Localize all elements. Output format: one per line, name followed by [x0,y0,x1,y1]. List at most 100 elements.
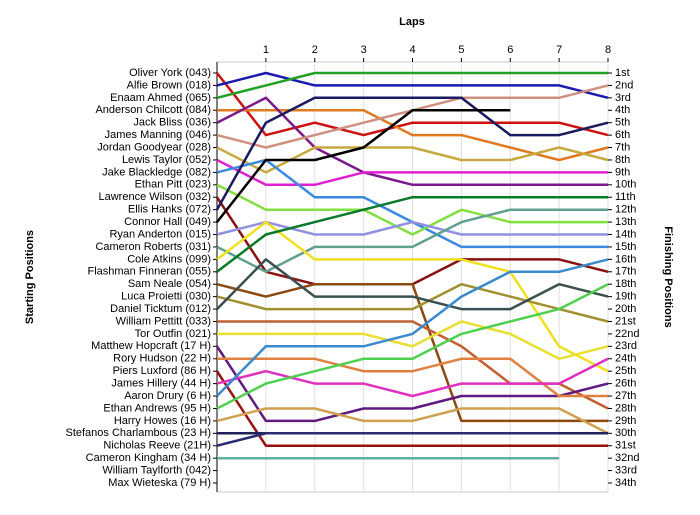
driver-label: Oliver York (043) [129,67,211,79]
y2-tick-label: 23rd [615,340,637,352]
driver-label: Luca Proietti (030) [121,291,211,303]
y2-tick-label: 32nd [615,452,639,464]
y2-tick-label: 3rd [615,92,631,104]
y2-tick-label: 34th [615,477,636,489]
driver-label: Flashman Finneran (055) [87,266,211,278]
y2-tick-label: 9th [615,166,630,178]
driver-line [216,258,609,311]
y2-tick-label: 2nd [615,79,633,91]
y2-tick-label: 11th [615,191,636,203]
y2-tick-label: 21st [615,315,636,327]
x-tick-label: 3 [361,44,367,56]
driver-label: Stefanos Charlambous (23 H) [65,427,211,439]
driver-line [215,96,609,211]
driver-label: Connor Hall (049) [124,216,211,228]
driver-label: William Pettitt (033) [116,315,211,327]
driver-line [216,357,609,398]
y2-tick-label: 31st [615,440,636,452]
x-axis-title: Laps [399,16,425,28]
driver-label: Harry Howes (16 H) [114,415,211,427]
driver-line [216,71,608,100]
y2-tick-label: 33rd [615,464,637,476]
driver-label: Ryan Anderton (015) [109,228,211,240]
driver-label: Daniel Ticktum (012) [110,303,211,315]
driver-label: Sam Neale (054) [128,278,211,290]
driver-line [216,283,609,410]
driver-label: Jack Bliss (036) [133,117,211,129]
driver-line [216,282,609,323]
driver-label: Cameron Kingham (34 H) [86,452,211,464]
driver-label: James Manning (046) [105,129,211,141]
x-tick-label: 4 [409,44,415,56]
x-tick-label: 8 [605,44,611,56]
y2-tick-label: 18th [615,278,636,290]
driver-label: Tor Outfin (021) [135,328,211,340]
driver-line [216,109,511,223]
driver-line [217,109,609,162]
driver-line [216,146,609,174]
driver-label: Cole Atkins (099) [127,253,211,265]
y2-tick-label: 28th [615,402,636,414]
driver-label: Ethan Andrews (95 H) [103,402,211,414]
y2-tick-label: 20th [615,303,636,315]
driver-label: Ellis Hanks (072) [128,204,211,216]
driver-line [216,183,608,236]
y2-tick-label: 10th [615,179,636,191]
y2-tick-label: 29th [615,415,636,427]
driver-label: Anderson Chilcott (084) [95,104,211,116]
driver-label: Nicholas Reeve (21H) [103,440,211,452]
driver-label: Aaron Drury (6 H) [124,390,211,402]
driver-label: William Taylforth (042) [102,464,211,476]
driver-label: Ethan Pitt (023) [135,179,211,191]
y2-tick-label: 13th [615,216,636,228]
y2-tick-label: 16th [615,253,636,265]
driver-line [216,432,560,447]
driver-line [215,370,608,447]
x-tick-label: 6 [507,44,513,56]
driver-label: Max Wieteska (79 H) [108,477,211,489]
y2-tick-label: 27th [615,390,636,402]
driver-line [216,195,608,273]
y2-tick-label: 24th [615,353,636,365]
driver-line [216,282,608,423]
x-tick-label: 7 [556,44,562,56]
y2-tick-label: 15th [615,241,636,253]
x-tick-label: 5 [458,44,464,56]
y2-tick-label: 4th [615,104,630,116]
driver-line [215,345,609,423]
driver-line [216,71,609,100]
driver-label: Alfie Brown (018) [127,79,211,91]
y2-tick-label: 25th [615,365,636,377]
y2-tick-label: 8th [615,154,630,166]
y2-tick-label: 12th [615,204,636,216]
y2-tick-label: 6th [615,129,630,141]
y2-tick-label: 22nd [615,328,639,340]
driver-line [216,158,608,187]
y2-tick-label: 7th [615,141,630,153]
driver-label: James Hillery (44 H) [111,378,211,390]
x-tick-label: 1 [263,44,269,56]
driver-label: Jake Blackledge (082) [102,166,211,178]
driver-line [216,407,609,435]
y-axis-title: Starting Positions [24,230,36,324]
driver-line [216,220,608,236]
y2-tick-label: 14th [615,228,636,240]
driver-label: Jordan Goodyear (028) [97,141,211,153]
x-tick-label: 2 [312,44,318,56]
y2-tick-label: 17th [615,266,636,278]
y2-tick-label: 19th [615,291,636,303]
y2-axis-title: Finishing Positions [662,226,674,327]
y2-tick-label: 26th [615,378,636,390]
driver-line [217,320,609,361]
driver-label: Lewis Taylor (052) [122,154,211,166]
driver-line [216,72,609,137]
driver-line [216,208,608,274]
driver-label: Lawrence Wilson (032) [99,191,212,203]
driver-label: Piers Luxford (86 H) [113,365,211,377]
y2-tick-label: 5th [615,117,630,129]
driver-label: Cameron Roberts (031) [95,241,211,253]
driver-label: Matthew Hopcraft (17 H) [91,340,211,352]
driver-line [216,220,609,373]
y2-tick-label: 1st [615,67,630,79]
